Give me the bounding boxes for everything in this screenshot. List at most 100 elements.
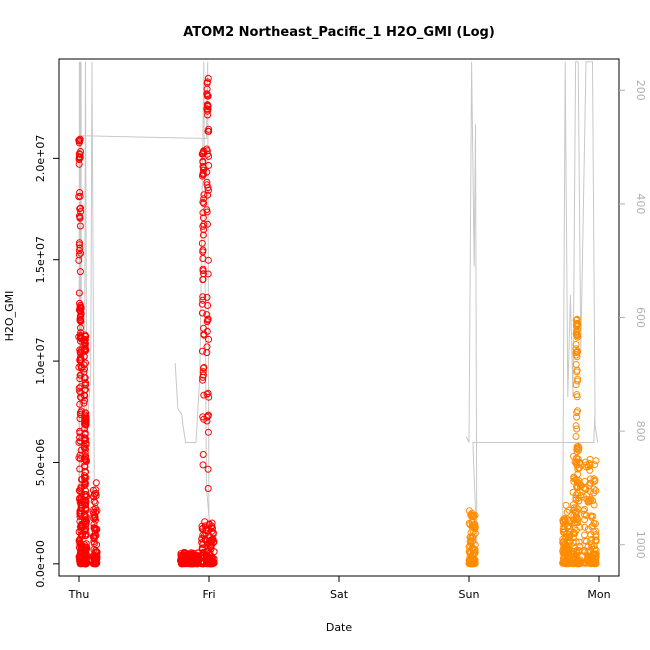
data-point <box>198 347 206 355</box>
data-point <box>590 501 598 509</box>
y-tick-label: 2.0e+07 <box>34 135 47 182</box>
data-point <box>76 314 84 321</box>
data-point <box>206 542 214 550</box>
y-tick-label: 0.0e+00 <box>34 540 47 587</box>
data-point <box>82 379 89 387</box>
data-point <box>81 392 89 400</box>
data-point <box>201 522 209 530</box>
data-point <box>92 479 100 487</box>
data-point <box>76 268 84 276</box>
data-point <box>563 508 571 516</box>
data-point <box>76 222 84 230</box>
profile-line <box>81 61 210 545</box>
data-point <box>572 351 580 359</box>
data-point <box>82 441 90 448</box>
data-point <box>204 316 212 324</box>
data-point <box>575 497 583 505</box>
data-point <box>198 544 206 552</box>
x-tick-label: Fri <box>202 588 215 601</box>
data-point <box>586 497 594 504</box>
data-point <box>580 510 588 518</box>
data-point <box>81 429 89 437</box>
y-axis-label: H2O_GMI <box>3 291 16 342</box>
x-tick-label: Sat <box>330 588 349 601</box>
data-point <box>204 102 212 110</box>
data-point <box>93 525 101 533</box>
data-point <box>204 270 212 278</box>
data-point <box>572 459 580 467</box>
data-point <box>92 486 100 494</box>
data-point <box>199 524 207 532</box>
data-point <box>584 543 592 550</box>
y-axis: 0.0e+00 5.0e+06 1.0e+07 1.5e+07 2.0e+07 <box>34 135 59 588</box>
data-point <box>574 560 582 568</box>
plot-frame <box>58 58 620 577</box>
data-point <box>81 463 89 471</box>
data-point <box>76 307 84 314</box>
data-point <box>76 189 84 196</box>
data-point <box>76 244 84 252</box>
data-point <box>200 364 207 372</box>
y-tick-label: 5.0e+06 <box>34 439 47 486</box>
data-point <box>77 204 84 212</box>
data-point <box>81 474 89 482</box>
x-tick-label: Thu <box>68 588 90 601</box>
data-point <box>204 105 212 113</box>
data-point <box>199 293 207 301</box>
data-point <box>75 289 83 297</box>
data-point <box>560 525 567 533</box>
data-point <box>91 513 99 521</box>
data-point <box>581 485 589 493</box>
data-point <box>204 428 212 436</box>
data-point <box>200 191 208 199</box>
data-point <box>591 554 599 562</box>
data-point <box>202 529 210 537</box>
data-point <box>573 476 581 484</box>
data-point <box>203 206 211 214</box>
data-point <box>573 445 581 453</box>
data-point <box>581 505 589 513</box>
data-point <box>189 560 197 568</box>
data-point <box>199 368 207 376</box>
data-point <box>203 178 211 186</box>
data-point <box>92 505 100 512</box>
data-point <box>573 322 581 330</box>
data-point <box>574 490 582 497</box>
data-point <box>81 340 89 348</box>
profile-lines <box>78 61 599 545</box>
data-point <box>203 85 211 93</box>
profile-line <box>562 61 599 545</box>
data-point <box>81 479 89 487</box>
data-point <box>573 413 581 421</box>
data-point <box>205 335 213 343</box>
data-point <box>576 558 584 566</box>
data-point <box>590 520 598 527</box>
data-point <box>203 311 211 319</box>
data-point <box>92 548 100 556</box>
data-point <box>560 515 568 522</box>
data-point <box>592 546 600 554</box>
data-point <box>204 412 212 420</box>
data-point <box>198 309 206 317</box>
data-point <box>81 472 88 480</box>
profile-line <box>465 61 596 545</box>
data-point <box>585 460 593 467</box>
data-point <box>592 457 600 465</box>
data-point <box>199 376 207 384</box>
data-point <box>586 555 594 562</box>
data-point <box>199 265 207 273</box>
data-point <box>89 509 97 516</box>
data-point <box>204 389 212 397</box>
data-point <box>572 422 580 430</box>
data-point <box>92 532 100 540</box>
data-point <box>81 527 89 535</box>
data-point <box>573 409 581 417</box>
data-point <box>565 546 573 554</box>
data-point <box>205 393 213 401</box>
data-point <box>471 529 479 537</box>
x-axis: Thu Fri Sat Sun Mon <box>68 576 611 601</box>
data-point <box>205 162 213 169</box>
data-point <box>81 499 89 507</box>
data-point <box>182 550 190 558</box>
data-point <box>204 191 212 199</box>
